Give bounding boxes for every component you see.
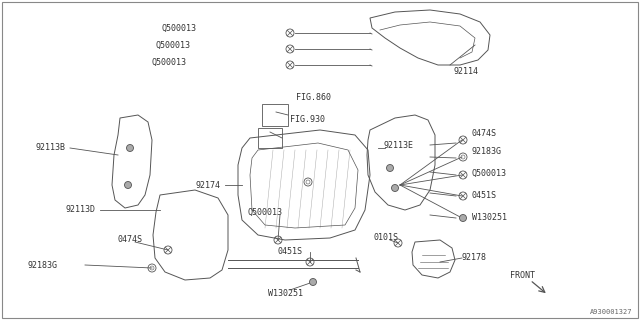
Bar — [258, 128, 282, 148]
Text: Q500013: Q500013 — [248, 207, 283, 217]
Bar — [262, 104, 288, 126]
Text: 92113D: 92113D — [65, 205, 95, 214]
Text: 0451S: 0451S — [278, 247, 303, 257]
Text: 92178: 92178 — [462, 253, 487, 262]
Text: FRONT: FRONT — [510, 270, 535, 279]
Circle shape — [387, 164, 394, 172]
Circle shape — [310, 278, 317, 285]
Text: W130251: W130251 — [268, 289, 303, 298]
Text: Q500013: Q500013 — [161, 23, 196, 33]
Text: 92113E: 92113E — [384, 140, 414, 149]
Text: W130251: W130251 — [472, 213, 507, 222]
Text: Q500013: Q500013 — [151, 58, 186, 67]
Text: FIG.860: FIG.860 — [296, 92, 331, 101]
Text: FIG.930: FIG.930 — [290, 116, 325, 124]
Text: 92183G: 92183G — [472, 148, 502, 156]
Text: Q500013: Q500013 — [472, 169, 507, 178]
Circle shape — [127, 145, 134, 151]
Text: 0101S: 0101S — [374, 233, 399, 242]
Circle shape — [460, 214, 467, 221]
Text: 92183G: 92183G — [28, 260, 58, 269]
Circle shape — [125, 181, 131, 188]
Text: 92113B: 92113B — [35, 143, 65, 153]
Text: Q500013: Q500013 — [156, 41, 191, 50]
Text: 92114: 92114 — [454, 68, 479, 76]
Text: A930001327: A930001327 — [589, 309, 632, 315]
Text: 0451S: 0451S — [472, 191, 497, 201]
Circle shape — [392, 185, 399, 191]
Text: 0474S: 0474S — [472, 129, 497, 138]
Text: 92174: 92174 — [195, 180, 220, 189]
Text: 0474S: 0474S — [118, 236, 143, 244]
